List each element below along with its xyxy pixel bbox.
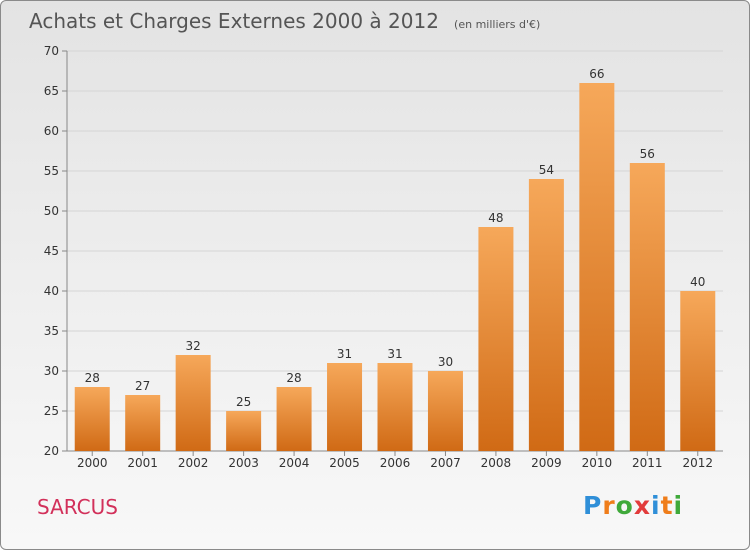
x-tick-label: 2000 bbox=[77, 456, 108, 470]
proxiti-logo[interactable]: Proxiti bbox=[583, 491, 683, 520]
y-tick-label: 55 bbox=[44, 164, 59, 178]
data-label-2010: 66 bbox=[589, 67, 604, 81]
logo-letter: t bbox=[660, 491, 674, 520]
title-row: Achats et Charges Externes 2000 à 2012 (… bbox=[29, 9, 540, 33]
data-label-2012: 40 bbox=[690, 275, 705, 289]
data-label-2006: 31 bbox=[387, 347, 402, 361]
bar-2005 bbox=[327, 363, 363, 451]
data-label-2009: 54 bbox=[539, 163, 554, 177]
y-tick-label: 20 bbox=[44, 444, 59, 458]
bar-2012 bbox=[680, 291, 716, 451]
data-label-2000: 28 bbox=[85, 371, 100, 385]
y-tick-label: 65 bbox=[44, 84, 59, 98]
data-label-2001: 27 bbox=[135, 379, 150, 393]
bar-2004 bbox=[276, 387, 312, 451]
x-tick-label: 2006 bbox=[380, 456, 411, 470]
chart-subtitle: (en milliers d'€) bbox=[454, 18, 541, 31]
x-tick-label: 2005 bbox=[329, 456, 360, 470]
x-tick-label: 2002 bbox=[178, 456, 209, 470]
bars bbox=[74, 83, 716, 451]
y-tick-label: 25 bbox=[44, 404, 59, 418]
logo-letter: x bbox=[633, 491, 651, 520]
y-tick-label: 30 bbox=[44, 364, 59, 378]
bar-2000 bbox=[74, 387, 110, 451]
y-tick-label: 40 bbox=[44, 284, 59, 298]
bar-2001 bbox=[125, 395, 161, 451]
y-tick-label: 50 bbox=[44, 204, 59, 218]
bar-2002 bbox=[175, 355, 211, 451]
data-label-2008: 48 bbox=[488, 211, 503, 225]
data-label-2005: 31 bbox=[337, 347, 352, 361]
x-tick-label: 2001 bbox=[127, 456, 158, 470]
y-tick-label: 70 bbox=[44, 44, 59, 58]
logo-letter: i bbox=[651, 491, 661, 520]
y-tick-label: 60 bbox=[44, 124, 59, 138]
x-tick-label: 2008 bbox=[481, 456, 512, 470]
bar-2010 bbox=[579, 83, 615, 451]
x-tick-label: 2012 bbox=[682, 456, 713, 470]
logo-letter: P bbox=[583, 491, 603, 520]
data-label-2007: 30 bbox=[438, 355, 453, 369]
y-tick-label: 35 bbox=[44, 324, 59, 338]
bar-2006 bbox=[377, 363, 413, 451]
x-tick-label: 2007 bbox=[430, 456, 461, 470]
data-label-2003: 25 bbox=[236, 395, 251, 409]
logo-letter: r bbox=[602, 491, 616, 520]
x-tick-label: 2004 bbox=[279, 456, 310, 470]
bar-2003 bbox=[226, 411, 262, 451]
bar-2011 bbox=[629, 163, 665, 451]
x-tick-label: 2003 bbox=[228, 456, 259, 470]
town-name: SARCUS bbox=[37, 495, 118, 519]
data-label-2011: 56 bbox=[640, 147, 655, 161]
x-tick-label: 2009 bbox=[531, 456, 562, 470]
chart-title: Achats et Charges Externes 2000 à 2012 bbox=[29, 9, 439, 33]
logo-letter: i bbox=[673, 491, 684, 520]
bar-2009 bbox=[528, 179, 564, 451]
x-tick-label: 2010 bbox=[582, 456, 613, 470]
y-tick-label: 45 bbox=[44, 244, 59, 258]
data-labels: 28 27 32 25 28 31 31 30 48 54 66 56 40 bbox=[85, 67, 706, 409]
x-tick-label: 2011 bbox=[632, 456, 663, 470]
data-label-2002: 32 bbox=[186, 339, 201, 353]
bar-2007 bbox=[427, 371, 463, 451]
bar-2008 bbox=[478, 227, 514, 451]
logo-letter: o bbox=[615, 491, 634, 520]
data-label-2004: 28 bbox=[286, 371, 301, 385]
